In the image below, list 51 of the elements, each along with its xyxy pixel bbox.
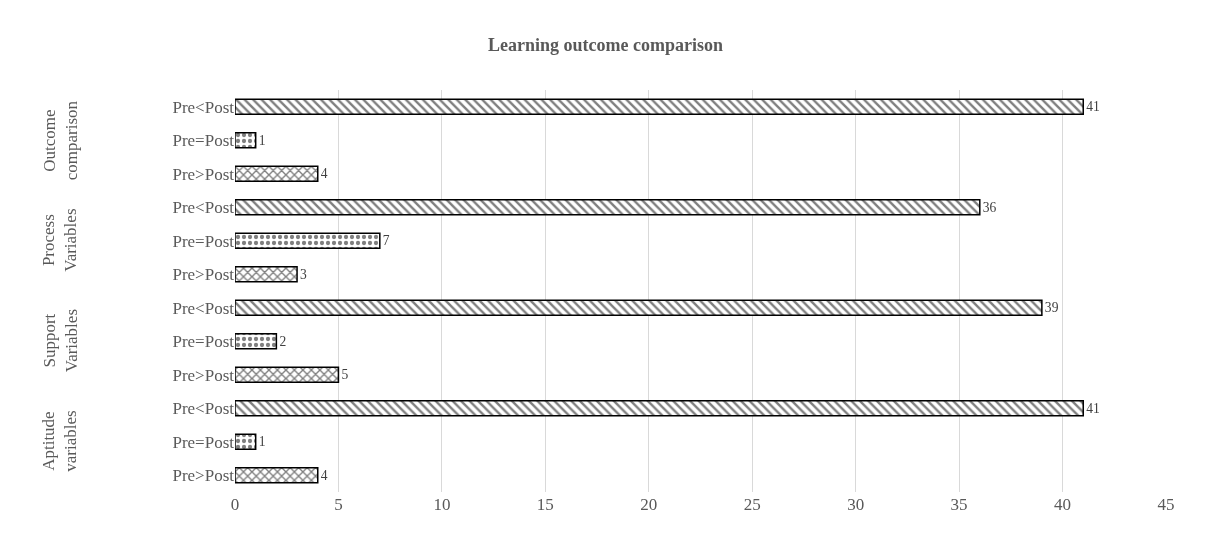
x-tick-label: 15 [536,495,554,514]
data-label: 4 [320,467,328,483]
x-tick-label: 0 [230,495,240,514]
data-label: 41 [1086,400,1100,416]
data-label: 36 [982,199,997,215]
data-label: 1 [258,434,266,450]
bar [235,299,1043,317]
bar [235,98,1084,116]
data-label: 1 [258,132,266,148]
y-tick-label: Pre=Post [172,332,235,352]
data-label: 5 [341,367,349,383]
y-tick-label: Pre>Post [172,365,235,385]
data-label: 41 [1086,99,1100,115]
y-tick-label: Pre>Post [172,265,235,285]
bar [235,165,319,183]
x-tick-label: 35 [950,495,968,514]
bar [235,399,1084,417]
y-tick-label: Pre=Post [172,231,235,251]
bar [235,366,340,384]
x-tick-label: 5 [334,495,343,514]
bar [235,265,298,283]
y-tick-label: Pre<Post [172,97,235,117]
y-tick-label: Pre=Post [172,131,235,151]
data-label: 7 [382,233,390,249]
data-label: 2 [279,333,287,349]
y-tick-label: Pre<Post [172,298,235,318]
text: Aptitude variables [39,410,81,472]
chart-title: Learning outcome comparison [488,34,723,55]
x-tick-label: 45 [1157,495,1175,514]
text: Support Variables [39,308,81,373]
x-tick-label: 25 [743,495,761,514]
y-tick-label: Pre<Post [172,399,235,419]
data-label: 4 [320,166,328,182]
y-tick-label: Pre>Post [172,164,235,184]
bar [235,466,319,484]
y-tick-label: Pre>Post [172,466,235,486]
x-tick-label: 30 [847,495,865,514]
bar [235,198,981,216]
y-tick-label: Pre<Post [172,198,235,218]
y-tick-label: Pre=Post [172,432,235,452]
bar [235,131,257,149]
bar [235,433,257,451]
x-tick-label: 10 [433,495,451,514]
bar [235,332,278,350]
text: Outcome comparison [39,100,81,181]
bar [235,232,381,250]
data-label: 3 [300,266,308,282]
x-tick-label: 40 [1054,495,1072,514]
x-tick-label: 20 [640,495,658,514]
data-label: 39 [1044,300,1059,316]
text: Process Variables [39,208,81,272]
